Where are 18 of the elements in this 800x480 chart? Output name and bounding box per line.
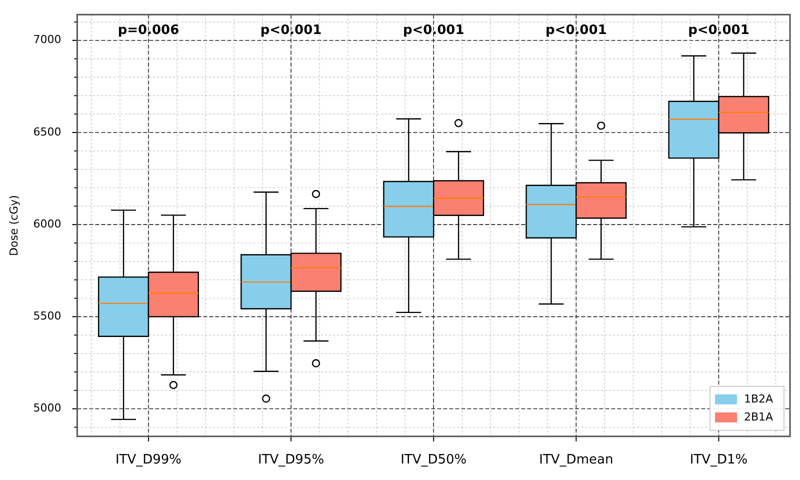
x-tick-label: ITV_D50% <box>400 452 467 468</box>
annotation: p<0.001 <box>688 22 750 38</box>
annotation: p<0.001 <box>545 22 607 38</box>
x-tick-label: ITV_D1% <box>690 452 748 468</box>
y-tick-label: 5000 <box>33 402 62 415</box>
y-tick-label: 6500 <box>33 125 62 138</box>
legend-label: 2B1A <box>744 410 774 424</box>
x-tick-label: ITV_D95% <box>258 452 324 468</box>
annotation: p<0.001 <box>260 22 322 38</box>
x-tick-label: ITV_Dmean <box>539 452 614 468</box>
x-tick-label: ITV_D99% <box>115 452 182 468</box>
legend-label: 1B2A <box>744 392 774 406</box>
annotation: p<0.001 <box>402 22 464 38</box>
annotation: p=0.006 <box>118 22 180 38</box>
y-axis-title: Dose (cGy) <box>7 195 20 256</box>
y-tick-label: 7000 <box>33 33 62 46</box>
y-tick-label: 5500 <box>33 310 62 323</box>
y-tick-label: 6000 <box>33 217 62 230</box>
